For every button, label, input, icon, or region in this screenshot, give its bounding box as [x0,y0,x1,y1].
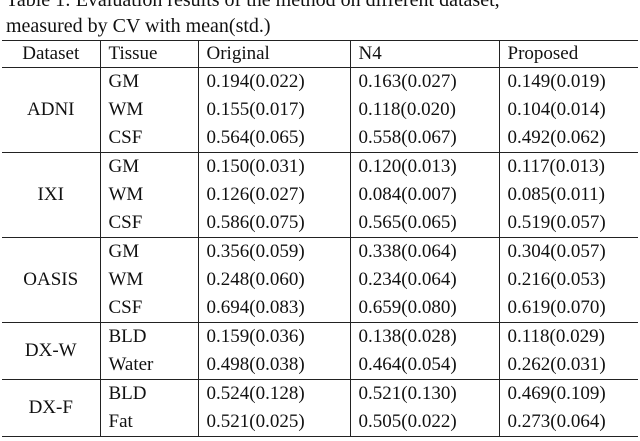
value-cell: 0.356(0.059) [197,237,351,266]
data-row: Fat 0.521(0.025) 0.505(0.022) 0.273(0.064) [2,408,638,437]
value-cell: 0.694(0.083) [197,294,351,323]
tissue-cell: GM [99,237,199,266]
value-cell: 0.464(0.054) [349,351,500,380]
table-caption: Table 1: Evaluation results of the metho… [6,0,636,39]
value-cell: 0.505(0.022) [349,408,500,437]
header-row: Dataset Tissue Original N4 Proposed [2,40,638,68]
tissue-cell: CSF [99,124,199,153]
data-row: OASIS GM 0.356(0.059) 0.338(0.064) 0.304(0.0… [2,237,638,323]
value-cell: 0.194(0.022) [197,67,351,96]
tissue-cell: WM [99,181,199,209]
value-cell: 0.565(0.065) [349,209,500,238]
tissue-cell: CSF [99,209,199,238]
value-cell: 0.163(0.027) [349,67,500,96]
value-cell: 0.117(0.013) [498,152,638,181]
value-cell: 0.262(0.031) [498,351,638,380]
value-cell: 0.619(0.070) [498,294,638,323]
value-cell: 0.564(0.065) [197,124,351,153]
value-cell: 0.159(0.036) [197,322,351,351]
dataset-cell: DX-W [2,322,101,380]
data-row: WM 0.155(0.017) 0.118(0.020) 0.104(0.014) [2,96,638,124]
header-cell: Tissue [99,40,199,68]
tissue-cell: Water [99,351,199,380]
caption-line: Table 1: Evaluation results of the metho… [6,0,500,11]
results-table: Dataset Tissue Original N4 Proposed ADNI GM 0.1… [2,40,638,437]
value-cell: 0.085(0.011) [498,181,638,209]
value-cell: 0.084(0.007) [349,181,500,209]
value-cell: 0.150(0.031) [197,152,351,181]
value-cell: 0.234(0.064) [349,266,500,294]
value-cell: 0.492(0.062) [498,124,638,153]
data-row: DX-W BLD 0.159(0.036) 0.138(0.028) 0.118(0.0… [2,322,638,380]
header-cell: Dataset [2,40,101,68]
data-row: WM 0.126(0.027) 0.084(0.007) 0.085(0.011) [2,181,638,209]
value-cell: 0.149(0.019) [498,67,638,96]
dataset-cell: IXI [2,152,101,238]
data-row: CSF 0.586(0.075) 0.565(0.065) 0.519(0.057) [2,209,638,238]
data-row: ADNI GM 0.194(0.022) 0.163(0.027) 0.149(0.01… [2,67,638,153]
value-cell: 0.118(0.029) [498,322,638,351]
value-cell: 0.304(0.057) [498,237,638,266]
header-cell: Proposed [498,40,638,68]
header-cell: Original [197,40,351,68]
tissue-cell: Fat [99,408,199,437]
value-cell: 0.138(0.028) [349,322,500,351]
data-row: CSF 0.564(0.065) 0.558(0.067) 0.492(0.062) [2,124,638,153]
tissue-cell: WM [99,96,199,124]
data-row: IXI GM 0.150(0.031) 0.120(0.013) 0.117(0.013… [2,152,638,238]
value-cell: 0.104(0.014) [498,96,638,124]
tissue-cell: WM [99,266,199,294]
value-cell: 0.586(0.075) [197,209,351,238]
value-cell: 0.659(0.080) [349,294,500,323]
value-cell: 0.273(0.064) [498,408,638,437]
tissue-cell: CSF [99,294,199,323]
value-cell: 0.248(0.060) [197,266,351,294]
value-cell: 0.498(0.038) [197,351,351,380]
value-cell: 0.524(0.128) [197,379,351,408]
value-cell: 0.521(0.025) [197,408,351,437]
value-cell: 0.155(0.017) [197,96,351,124]
header-cell: N4 [349,40,500,68]
dataset-cell: DX-F [2,379,101,437]
value-cell: 0.338(0.064) [349,237,500,266]
value-cell: 0.118(0.020) [349,96,500,124]
caption-line: measured by CV with mean(std.) [6,15,271,37]
data-row: Water 0.498(0.038) 0.464(0.054) 0.262(0.031… [2,351,638,380]
data-row: DX-F BLD 0.524(0.128) 0.521(0.130) 0.469(0.1… [2,379,638,437]
value-cell: 0.469(0.109) [498,379,638,408]
tissue-cell: GM [99,152,199,181]
tissue-cell: GM [99,67,199,96]
dataset-cell: OASIS [2,237,101,323]
dataset-cell: ADNI [2,67,101,153]
tissue-cell: BLD [99,322,199,351]
value-cell: 0.126(0.027) [197,181,351,209]
value-cell: 0.521(0.130) [349,379,500,408]
data-row: WM 0.248(0.060) 0.234(0.064) 0.216(0.053) [2,266,638,294]
value-cell: 0.120(0.013) [349,152,500,181]
value-cell: 0.216(0.053) [498,266,638,294]
value-cell: 0.558(0.067) [349,124,500,153]
value-cell: 0.519(0.057) [498,209,638,238]
tissue-cell: BLD [99,379,199,408]
